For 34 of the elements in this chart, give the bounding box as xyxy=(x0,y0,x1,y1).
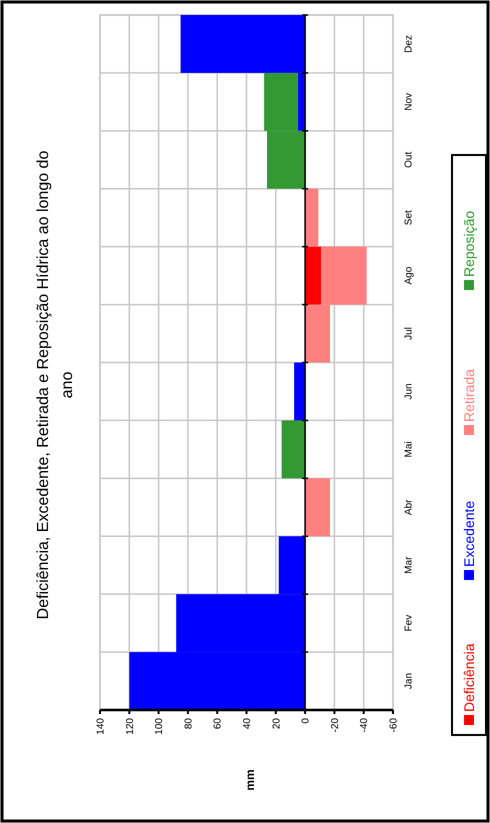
bar xyxy=(305,246,322,305)
bar xyxy=(305,478,330,536)
y-tick-label: Mar xyxy=(404,556,414,574)
y-tick-label: Set xyxy=(404,210,414,226)
y-tick-label: Abr xyxy=(404,498,414,516)
y-tick-label: Jun xyxy=(404,383,414,400)
y-tick-label: Mai xyxy=(404,441,414,458)
bar xyxy=(294,362,306,420)
x-tick-label: 120 xyxy=(124,718,136,735)
y-axis-title: mm xyxy=(243,769,258,791)
bar xyxy=(305,188,318,247)
x-tick-label: 140 xyxy=(96,718,106,735)
y-tick-label: Jan xyxy=(404,672,414,690)
x-tick-label: -20 xyxy=(330,718,341,732)
bar xyxy=(282,420,306,478)
x-tick-label: 60 xyxy=(212,718,224,730)
x-tick-label: 80 xyxy=(183,718,194,730)
y-tick-label: Out xyxy=(404,152,414,168)
x-tick-label: 20 xyxy=(271,718,282,730)
x-tick-label: -40 xyxy=(359,718,370,732)
y-tick-label: Jul xyxy=(404,327,414,340)
y-tick-label: Fev xyxy=(404,614,414,632)
text: Reposição xyxy=(461,210,477,277)
x-tick-label: -60 xyxy=(388,718,400,732)
x-tick-label: 100 xyxy=(154,718,166,735)
x-tick-label: 0 xyxy=(300,718,312,724)
x-tick-label: 40 xyxy=(242,718,253,730)
y-tick-label: Ago xyxy=(404,266,414,285)
y-tick-label: Nov xyxy=(404,92,414,111)
y-tick-label: Dez xyxy=(404,35,414,53)
text: Deficiência, Excedente, Retirada e Reposição Hídrica ao longo do ano xyxy=(35,150,76,620)
text: Excedente xyxy=(461,500,477,567)
text: Deficiência xyxy=(461,643,477,712)
text: Retirada xyxy=(461,368,477,422)
